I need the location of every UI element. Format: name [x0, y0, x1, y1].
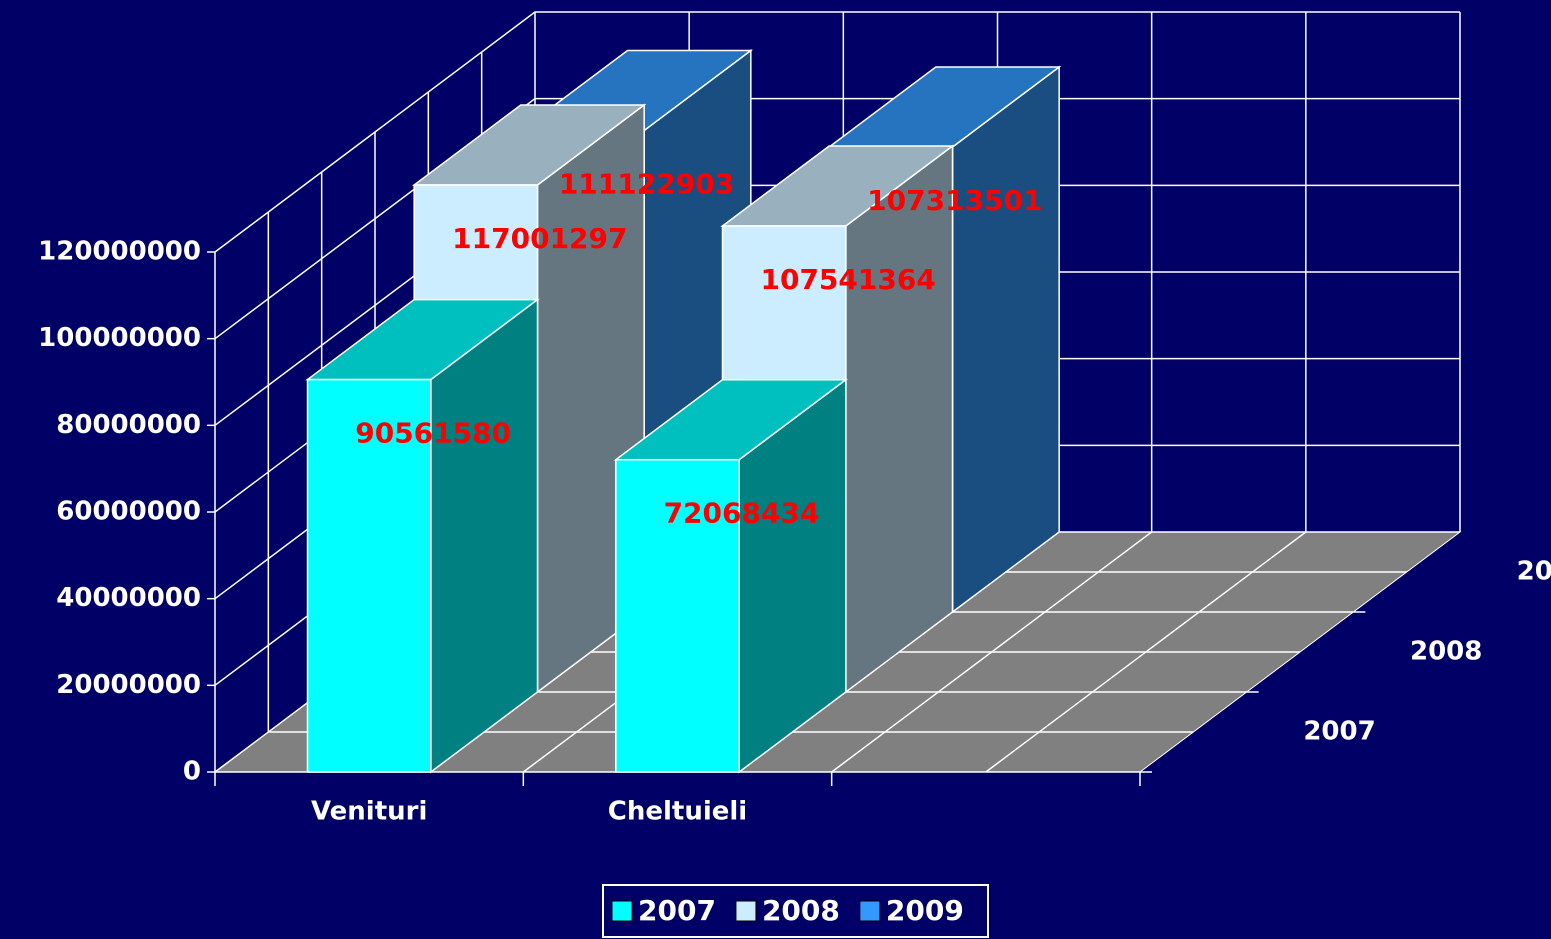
bar-front	[306, 378, 432, 773]
y-tick-label: 80000000	[56, 410, 201, 440]
legend-swatch	[859, 900, 881, 922]
depth-tick-label: 2008	[1410, 637, 1482, 667]
y-tick-label: 120000000	[38, 237, 201, 267]
data-label: 111122903	[559, 167, 734, 200]
y-tick-label: 100000000	[38, 323, 201, 353]
y-tick-label: 40000000	[56, 583, 201, 613]
bar-side	[430, 298, 539, 774]
bar-side	[951, 65, 1060, 614]
data-label: 72068434	[664, 497, 820, 530]
data-label: 117001297	[452, 222, 627, 255]
data-label: 107313501	[867, 184, 1042, 217]
bar	[305, 298, 540, 774]
x-tick-label: Venituri	[311, 797, 427, 827]
depth-tick-label: 2007	[1303, 717, 1375, 747]
data-label: 90561580	[355, 417, 511, 450]
bar	[613, 378, 849, 774]
data-label: 107541364	[760, 263, 935, 296]
legend-label: 2007	[638, 894, 716, 927]
y-tick-label: 0	[183, 757, 201, 787]
legend-swatch	[735, 900, 757, 922]
bar-front	[615, 458, 740, 773]
legend-box	[602, 884, 989, 938]
bar-side	[845, 144, 954, 694]
x-tick-label: Cheltuieli	[608, 797, 747, 827]
legend-label: 2008	[762, 894, 840, 927]
grid-line	[214, 97, 1460, 340]
y-tick-label: 60000000	[56, 497, 201, 527]
depth-tick-label: 2009	[1517, 557, 1551, 587]
y-tick-label: 20000000	[56, 670, 201, 700]
legend-label: 2009	[886, 894, 964, 927]
grid-line	[214, 11, 1460, 253]
legend-swatch	[611, 900, 633, 922]
